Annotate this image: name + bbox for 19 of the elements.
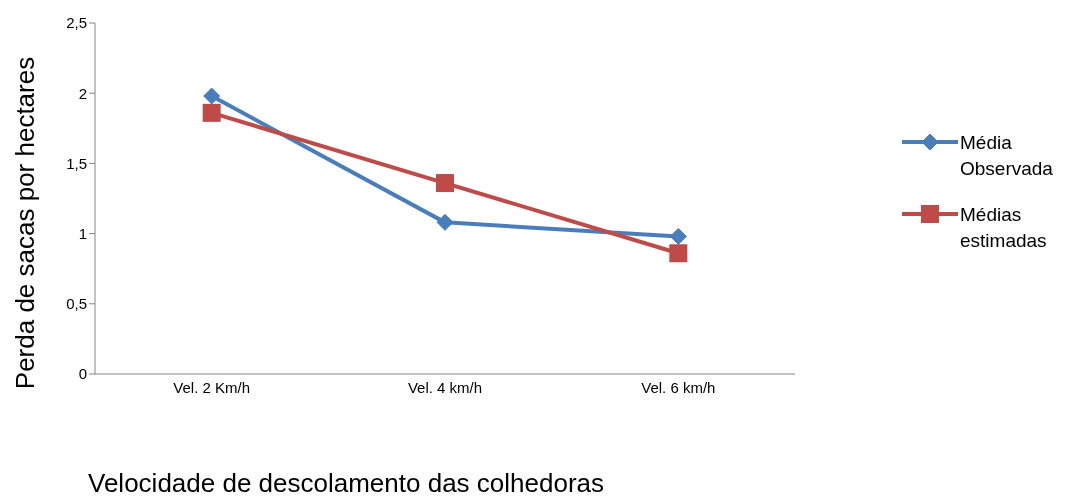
point [436,174,454,193]
point [669,244,688,263]
y-axis-title: Perda de sacas por hectares [9,56,41,390]
legend-label: Médias estimadas [960,203,1048,253]
x-tick-label: Vel. 6 km/h [641,378,716,396]
x-tick-label: Vel. 2 Km/h [173,378,251,396]
y-tick-label: 0,5 [66,295,87,313]
y-tick-label: 2 [78,84,87,102]
y-tick-label: 1 [78,224,87,242]
point [669,227,687,245]
x-axis-title: Velocidade de descolamento das colhedoras [88,468,605,497]
y-tick-label: 1,5 [66,154,87,172]
y-tick-label: 2,5 [66,14,87,32]
x-tick-label: Vel. 4 km/h [407,378,483,396]
point [202,103,221,122]
legend-label: Média Observada [960,131,1054,181]
point [203,87,221,105]
point [436,213,454,231]
y-tick-label: 0 [78,365,87,383]
